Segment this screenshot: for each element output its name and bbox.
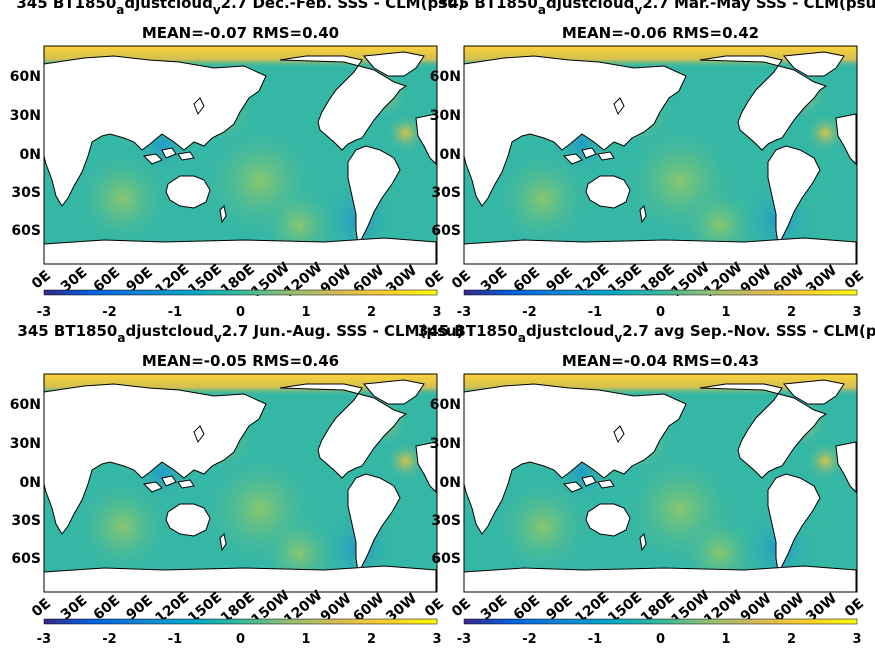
lon-tick-label: 0E xyxy=(422,268,447,293)
colorbar-tick-label: 2 xyxy=(787,305,796,320)
lat-tick-label: 30S xyxy=(11,185,41,201)
lat-tick-label: 60N xyxy=(430,69,461,85)
colorbar-tick-label: -1 xyxy=(168,632,182,647)
panel-1: 345 BT1850adjustcloudv2.7 Dec.-Feb. SSS … xyxy=(10,0,465,320)
lat-tick-label: 0N xyxy=(20,147,41,163)
colorbar xyxy=(43,618,438,625)
lon-tick-label: 0E xyxy=(842,268,867,293)
colorbar-tick-label: 3 xyxy=(432,305,441,320)
map-frame xyxy=(43,45,438,265)
colorbar-tick-label: -2 xyxy=(522,632,536,647)
lat-tick-label: 60S xyxy=(431,223,461,239)
lat-tick-label: 60S xyxy=(11,551,41,567)
colorbar-tick-label: -1 xyxy=(588,632,602,647)
colorbar-tick-label: 2 xyxy=(367,305,376,320)
panel-stats: MEAN=-0.06 RMS=0.42 xyxy=(562,24,759,42)
panel-4: 345 BT1850adjustcloudv2.7 avg Sep.-Nov. … xyxy=(418,322,875,647)
lat-tick-label: 60S xyxy=(431,551,461,567)
colorbar-tick-label: -3 xyxy=(457,632,471,647)
panel-title: 345 BT1850adjustcloudv2.7 Jun.-Aug. SSS … xyxy=(17,322,463,345)
panel-3: 345 BT1850adjustcloudv2.7 Jun.-Aug. SSS … xyxy=(10,322,464,647)
colorbar xyxy=(463,618,858,625)
colorbar-tick-label: 1 xyxy=(301,632,310,647)
lat-tick-label: 30N xyxy=(430,436,461,452)
colorbar-tick-label: -1 xyxy=(168,305,182,320)
lat-tick-label: 30N xyxy=(10,108,41,124)
sss-anomaly-map xyxy=(44,46,437,264)
colorbar-tick-label: 2 xyxy=(787,632,796,647)
colorbar-tick-label: 1 xyxy=(301,305,310,320)
colorbar-tick-label: 3 xyxy=(852,305,861,320)
lat-tick-label: 60N xyxy=(430,397,461,413)
colorbar-tick-label: -1 xyxy=(588,305,602,320)
lon-tick-label: 0E xyxy=(449,268,474,293)
lat-tick-label: 60N xyxy=(10,69,41,85)
colorbar-tick-label: -3 xyxy=(457,305,471,320)
panel-title: 345 BT1850adjustcloudv2.7 Dec.-Feb. SSS … xyxy=(16,0,464,17)
sss-anomaly-map xyxy=(464,46,857,264)
lat-tick-label: 60N xyxy=(10,397,41,413)
colorbar-tick-label: -3 xyxy=(37,632,51,647)
panel-title: 345 BT1850adjustcloudv2.7 avg Sep.-Nov. … xyxy=(418,322,875,345)
lon-tick-label: 0E xyxy=(422,596,447,621)
colorbar-tick-label: 0 xyxy=(656,305,665,320)
lat-tick-label: 60S xyxy=(11,223,41,239)
map-frame xyxy=(463,373,858,593)
colorbar-tick-label: 2 xyxy=(367,632,376,647)
colorbar-tick-label: 1 xyxy=(721,305,730,320)
lon-tick-label: 0E xyxy=(29,596,54,621)
sss-anomaly-map xyxy=(464,374,857,592)
lat-tick-label: 0N xyxy=(20,475,41,491)
map-frame xyxy=(43,373,438,593)
panel-title: 345 BT1850adjustcloudv2.7 Mar.-May SSS -… xyxy=(438,0,875,17)
panel-stats: MEAN=-0.07 RMS=0.40 xyxy=(142,24,339,42)
lat-tick-label: 30S xyxy=(431,185,461,201)
colorbar-tick-label: -2 xyxy=(102,305,116,320)
lat-tick-label: 30S xyxy=(431,513,461,529)
lat-tick-label: 30S xyxy=(11,513,41,529)
colorbar xyxy=(463,289,858,296)
colorbar-tick-label: -3 xyxy=(37,305,51,320)
colorbar-tick-label: -2 xyxy=(102,632,116,647)
colorbar-tick-label: 3 xyxy=(852,632,861,647)
panel-2: 345 BT1850adjustcloudv2.7 Mar.-May SSS -… xyxy=(430,0,875,320)
lon-tick-label: 0E xyxy=(29,268,54,293)
lon-tick-label: 0E xyxy=(449,596,474,621)
sss-anomaly-map xyxy=(44,374,437,592)
colorbar-tick-label: -2 xyxy=(522,305,536,320)
colorbar-tick-label: 0 xyxy=(236,632,245,647)
lat-tick-label: 0N xyxy=(440,147,461,163)
panel-stats: MEAN=-0.05 RMS=0.46 xyxy=(142,352,339,370)
colorbar xyxy=(43,289,438,296)
lat-tick-label: 30N xyxy=(10,436,41,452)
lat-tick-label: 30N xyxy=(430,108,461,124)
map-frame xyxy=(463,45,858,265)
lat-tick-label: 0N xyxy=(440,475,461,491)
panel-stats: MEAN=-0.04 RMS=0.43 xyxy=(562,352,759,370)
lon-tick-label: 0E xyxy=(842,596,867,621)
colorbar-tick-label: 0 xyxy=(656,632,665,647)
colorbar-tick-label: 0 xyxy=(236,305,245,320)
colorbar-tick-label: 3 xyxy=(432,632,441,647)
colorbar-tick-label: 1 xyxy=(721,632,730,647)
